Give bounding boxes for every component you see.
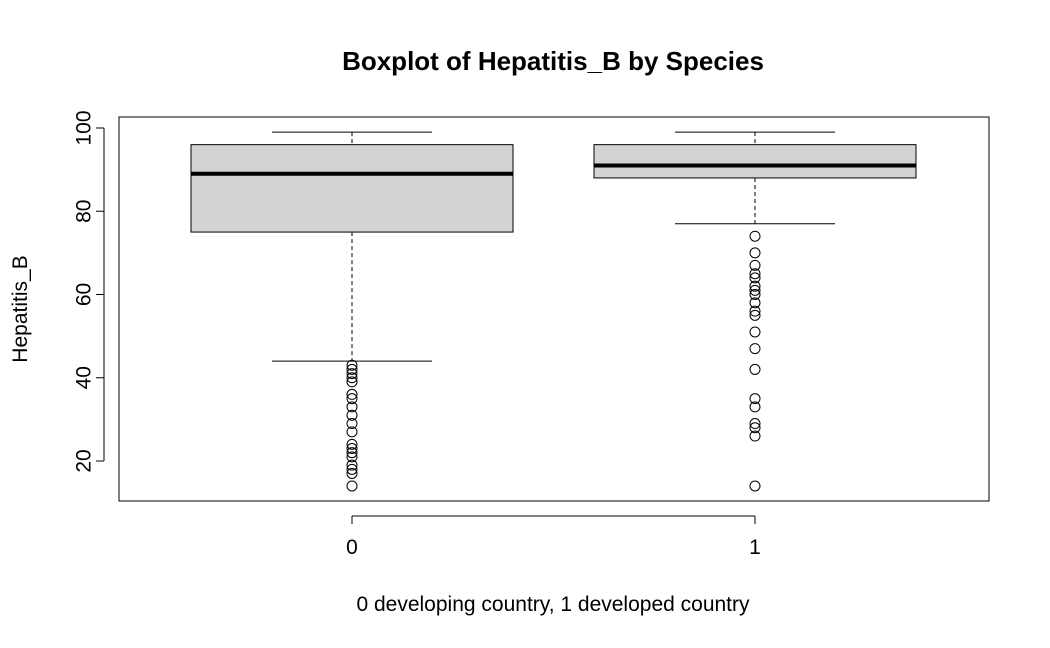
outlier-point: [749, 268, 761, 280]
outlier-point: [749, 280, 761, 292]
outlier-point: [346, 447, 358, 459]
outlier-point: [749, 297, 761, 309]
outlier-point: [749, 480, 761, 492]
outlier-point: [346, 359, 358, 371]
outlier-point: [749, 430, 761, 442]
boxes-layer: [190, 131, 917, 492]
chart-title: Boxplot of Hepatitis_B by Species: [342, 46, 764, 76]
box-group-0: [190, 131, 514, 492]
y-tick-label: 20: [73, 449, 96, 472]
x-axis-label: 0 developing country, 1 developed countr…: [356, 593, 750, 616]
box-group-1: [593, 131, 917, 492]
y-axis-label: Hepatitis_B: [9, 255, 32, 362]
y-tick-label: 100: [73, 110, 96, 145]
outlier-point: [346, 401, 358, 413]
y-axis: 20 40 60 80 100: [73, 110, 105, 473]
outlier-point: [346, 451, 358, 463]
iqr-box: [593, 144, 917, 179]
outlier-point: [749, 418, 761, 430]
outlier-point: [346, 363, 358, 375]
outlier-point: [346, 438, 358, 450]
outlier-point: [346, 388, 358, 400]
outlier-point: [749, 230, 761, 242]
outlier-point: [346, 409, 358, 421]
outlier-point: [749, 326, 761, 338]
outlier-point: [346, 372, 358, 384]
outlier-point: [346, 368, 358, 380]
outlier-point: [749, 401, 761, 413]
outlier-point: [346, 463, 358, 475]
outlier-point: [749, 284, 761, 296]
y-tick-label: 60: [73, 283, 96, 306]
outlier-point: [346, 376, 358, 388]
outlier-point: [749, 247, 761, 259]
outlier-point: [749, 305, 761, 317]
x-tick-label: 1: [749, 536, 761, 559]
outlier-point: [749, 363, 761, 375]
y-tick-label: 80: [73, 200, 96, 223]
outlier-point: [346, 393, 358, 405]
outlier-point: [346, 459, 358, 471]
outlier-point: [346, 426, 358, 438]
outlier-point: [346, 480, 358, 492]
outlier-point: [749, 272, 761, 284]
y-tick-label: 40: [73, 366, 96, 389]
outlier-point: [346, 443, 358, 455]
outlier-point: [749, 422, 761, 434]
plot-frame: [118, 116, 990, 502]
outlier-point: [749, 393, 761, 405]
outlier-point: [749, 309, 761, 321]
outlier-point: [346, 467, 358, 479]
outlier-point: [346, 418, 358, 430]
outlier-point: [749, 289, 761, 300]
outlier-point: [749, 343, 761, 355]
x-tick-label: 0: [346, 536, 358, 559]
iqr-box: [190, 144, 514, 233]
outlier-point: [749, 259, 761, 271]
